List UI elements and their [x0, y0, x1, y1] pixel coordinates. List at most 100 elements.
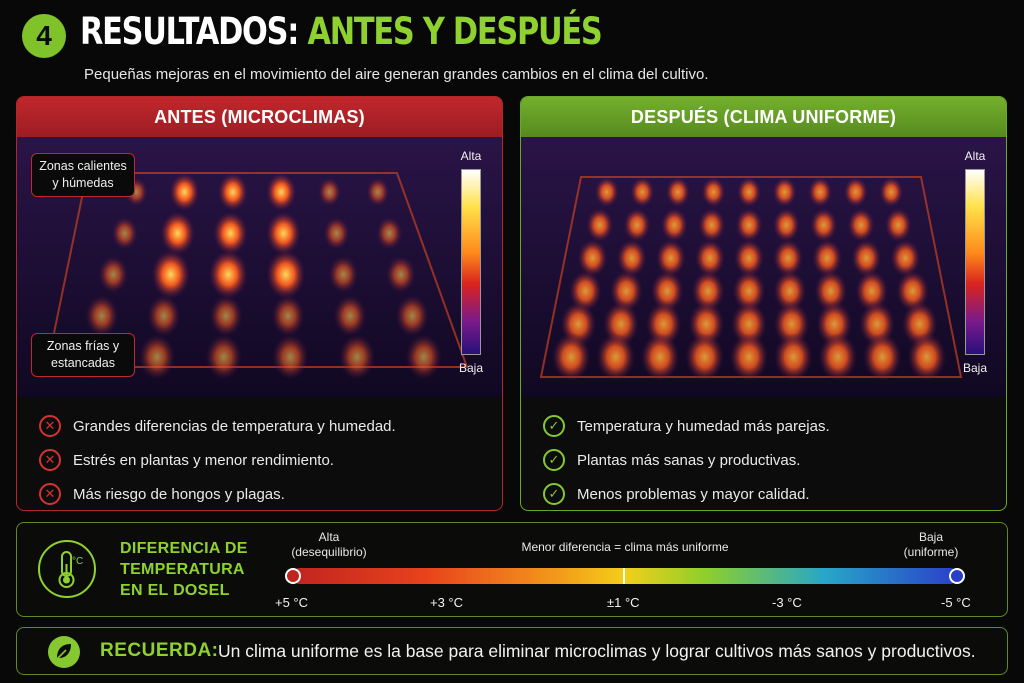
page-title: RESULTADOS: ANTES Y DESPUÉS — [80, 10, 603, 53]
plant-heat-spot — [213, 211, 248, 255]
plant-heat-spot — [395, 295, 429, 337]
before-list: ✕ Grandes diferencias de temperatura y hu… — [17, 397, 502, 510]
plant-heat-spot — [691, 270, 725, 312]
plant-heat-spot — [884, 208, 912, 242]
plant-heat-spot — [731, 301, 767, 347]
plant-heat-spot — [169, 173, 200, 211]
list-item: ✕ Más riesgo de hongos y plagas. — [39, 477, 502, 510]
remember-text: Un clima uniforme es la base para elimin… — [218, 641, 976, 661]
tick-label: +5 °C — [275, 595, 309, 610]
plant-heat-spot — [660, 208, 688, 242]
plant-heat-spot — [907, 333, 946, 381]
scale-knob-high — [285, 568, 301, 584]
leaf-icon — [48, 636, 80, 668]
plant-heat-spot — [814, 270, 848, 312]
list-item: ✓ Menos problemas y mayor calidad. — [543, 477, 1006, 510]
scale-high-label: Alta — [964, 149, 986, 163]
difference-title-line: EN EL DOSEL — [120, 582, 230, 599]
scale-color-bar — [965, 169, 985, 355]
before-temperature-scale: Alta Baja — [454, 149, 488, 375]
check-circle-icon: ✓ — [543, 449, 565, 471]
tick-label: -5 °C — [941, 595, 971, 610]
title-green: ANTES Y DESPUÉS — [307, 10, 602, 53]
right-scale-label-line: (uniforme) — [903, 545, 959, 559]
list-item-text: Plantas más sanas y productivas. — [577, 451, 801, 469]
x-circle-icon: ✕ — [39, 449, 61, 471]
plant-heat-spot — [338, 334, 376, 380]
scale-knob-low — [949, 568, 965, 584]
after-panel: DESPUÉS (CLIMA UNIFORME) Alta Baja ✓ Temp… — [520, 96, 1007, 511]
hot-zones-callout: Zonas calientes y húmedas — [31, 153, 135, 197]
plant-heat-spot — [630, 177, 655, 207]
after-panel-title: DESPUÉS (CLIMA UNIFORME) — [521, 97, 1006, 137]
plant-heat-spot — [594, 177, 619, 207]
plant-heat-spot — [151, 250, 191, 299]
right-scale-label-line: Baja — [918, 530, 944, 544]
plant-heat-spot — [808, 177, 833, 207]
list-item-text: Más riesgo de hongos y plagas. — [73, 485, 285, 503]
plant-heat-spot — [843, 177, 868, 207]
plant-heat-spot — [695, 239, 725, 277]
plant-heat-spot — [138, 334, 176, 380]
list-item-text: Grandes diferencias de temperatura y hum… — [73, 417, 396, 435]
plant-heat-spot — [772, 177, 797, 207]
plant-heat-spot — [818, 333, 858, 381]
plant-heat-spot — [386, 256, 416, 293]
plant-heat-spot — [610, 270, 643, 312]
x-circle-icon: ✕ — [39, 415, 61, 437]
plant-heat-spot — [698, 208, 726, 242]
plant-heat-spot — [616, 239, 647, 277]
plant-heat-spot — [366, 177, 390, 207]
after-thermal-graphic — [521, 137, 1006, 397]
plant-heat-spot — [586, 208, 614, 242]
plant-heat-spot — [333, 295, 367, 337]
plant-heat-spot — [205, 334, 242, 380]
list-item-text: Temperatura y humedad más parejas. — [577, 417, 830, 435]
plant-heat-spot — [729, 333, 769, 381]
plant-heat-spot — [665, 177, 690, 207]
plant-heat-spot — [217, 173, 248, 211]
before-panel-title: ANTES (MICROCLIMAS) — [17, 97, 502, 137]
plant-heat-spot — [577, 239, 608, 277]
scale-low-label: Baja — [458, 361, 484, 375]
plant-heat-spot — [772, 208, 800, 242]
plant-heat-spot — [266, 211, 301, 255]
scale-high-label: Alta — [460, 149, 482, 163]
after-list: ✓ Temperatura y humedad más parejas. ✓ Pla… — [521, 397, 1006, 510]
plant-heat-spot — [655, 239, 686, 277]
thermometer-icon — [38, 540, 96, 598]
footer-box — [16, 627, 1008, 675]
list-item: ✕ Grandes diferencias de temperatura y hu… — [39, 409, 502, 443]
plant-heat-spot — [812, 239, 843, 277]
plant-heat-spot — [160, 211, 195, 255]
before-panel: ANTES (MICROCLIMAS) Zonas calientes y hú… — [16, 96, 503, 511]
plant-heat-spot — [773, 239, 803, 277]
list-item: ✓ Temperatura y humedad más parejas. — [543, 409, 1006, 443]
hot-zones-label: Zonas calientes y húmedas — [39, 159, 127, 190]
scale-center-tick — [623, 568, 625, 584]
list-item: ✓ Plantas más sanas y productivas. — [543, 443, 1006, 477]
plant-heat-spot — [737, 177, 761, 207]
step-number: 4 — [36, 20, 52, 51]
plant-heat-spot — [266, 250, 306, 299]
grow-tent-frame — [45, 172, 469, 368]
check-circle-icon: ✓ — [543, 415, 565, 437]
scale-color-bar — [461, 169, 481, 355]
plant-heat-spot — [98, 256, 129, 293]
plant-heat-spot — [701, 177, 726, 207]
plant-heat-spot — [318, 177, 341, 207]
list-item-text: Estrés en plantas y menor rendimiento. — [73, 451, 334, 469]
plant-heat-spot — [734, 239, 764, 277]
plant-heat-spot — [685, 333, 724, 381]
plant-heat-spot — [640, 333, 680, 381]
cold-zones-callout: Zonas frías y estancadas — [31, 333, 135, 377]
plant-heat-spot — [774, 333, 813, 381]
plant-heat-spot — [405, 334, 442, 380]
plant-heat-spot — [569, 270, 602, 312]
difference-title-line: DIFERENCIA DE — [120, 540, 248, 557]
list-item-text: Menos problemas y mayor calidad. — [577, 485, 810, 503]
plant-heat-spot — [735, 208, 763, 242]
plant-heat-spot — [650, 270, 684, 312]
plant-heat-spot — [896, 270, 929, 312]
plant-heat-spot — [147, 295, 181, 337]
